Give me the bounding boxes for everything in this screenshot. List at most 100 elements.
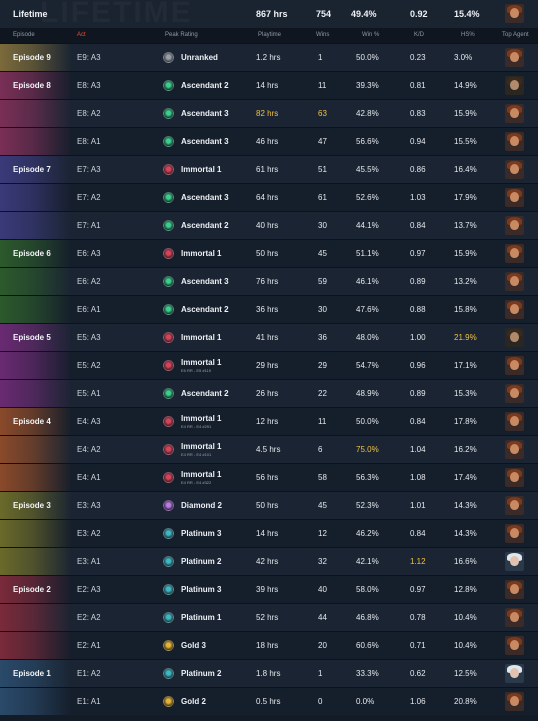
immortal-rank-icon	[163, 472, 174, 483]
table-row[interactable]: E3: A1 Platinum 2 42 hrs 32 42.1% 1.12 16.6%	[0, 547, 538, 575]
win-pct-cell: 46.8%	[356, 613, 379, 622]
playtime-cell: 40 hrs	[256, 221, 279, 230]
hs-pct-cell: 10.4%	[454, 641, 477, 650]
ascendant-rank-icon	[163, 136, 174, 147]
wins-cell: 11	[318, 417, 327, 426]
wins-cell: 6	[318, 445, 323, 454]
wins-cell: 61	[318, 193, 327, 202]
kd-cell: 0.23	[410, 53, 426, 62]
table-row[interactable]: E3: A2 Platinum 3 14 hrs 12 46.2% 0.84 14.3%	[0, 519, 538, 547]
peak-rating-subtext: E4 RR - E4 #322	[181, 480, 212, 485]
table-row[interactable]: E5: A1 Ascendant 2 26 hrs 22 48.9% 0.89 15.3%	[0, 379, 538, 407]
table-row[interactable]: E6: A1 Ascendant 2 36 hrs 30 47.6% 0.88 15.8%	[0, 295, 538, 323]
table-row[interactable]: Episode 2 E2: A3 Platinum 3 39 hrs 40 58.0% 0.…	[0, 575, 538, 603]
peak-rating-name: Immortal 1	[181, 165, 222, 174]
kd-cell: 0.62	[410, 669, 426, 678]
kd-cell: 1.06	[410, 697, 426, 706]
header-episode[interactable]: Episode	[13, 32, 35, 38]
peak-rating-subtext: E4 RR - E4 #101	[181, 452, 212, 457]
peak-rating-name: Immortal 1	[181, 358, 222, 367]
peak-rating-name: Immortal 1	[181, 333, 222, 342]
table-row[interactable]: Episode 5 E5: A3 Immortal 1 41 hrs 36 48.0% 1.…	[0, 323, 538, 351]
win-pct-cell: 39.3%	[356, 81, 379, 90]
peak-rating-name: Immortal 1	[181, 249, 222, 258]
wins-cell: 1	[318, 669, 323, 678]
table-row[interactable]: Episode 8 E8: A3 Ascendant 2 14 hrs 11 39.3% 0…	[0, 71, 538, 99]
wins-cell: 20	[318, 641, 327, 650]
header-win-pct[interactable]: Win %	[362, 32, 380, 38]
table-row[interactable]: E8: A1 Ascendant 3 46 hrs 47 56.6% 0.94 15.5%	[0, 127, 538, 155]
kd-cell: 1.08	[410, 473, 426, 482]
immortal-rank-icon	[163, 444, 174, 455]
kd-cell: 0.94	[410, 137, 426, 146]
wins-cell: 30	[318, 305, 327, 314]
table-row[interactable]: E5: A2 Immortal 1 E5 RR - E5 #119 29 hrs 29 5…	[0, 351, 538, 379]
playtime-cell: 14 hrs	[256, 81, 279, 90]
win-pct-cell: 44.1%	[356, 221, 379, 230]
jett-portrait-icon	[505, 552, 524, 571]
hs-pct-cell: 13.2%	[454, 277, 477, 286]
header-hs-pct[interactable]: HS%	[461, 32, 475, 38]
kd-cell: 1.12	[410, 557, 426, 566]
table-row[interactable]: Episode 9 E9: A3 Unranked 1.2 hrs 1 50.0% 0.23…	[0, 43, 538, 71]
table-row[interactable]: E2: A2 Platinum 1 52 hrs 44 46.8% 0.78 10.4%	[0, 603, 538, 631]
playtime-cell: 52 hrs	[256, 613, 279, 622]
win-pct-cell: 42.8%	[356, 109, 379, 118]
table-row[interactable]: Episode 7 E7: A3 Immortal 1 61 hrs 51 45.5% 0.…	[0, 155, 538, 183]
immortal-rank-icon	[163, 164, 174, 175]
table-row[interactable]: Episode 3 E3: A3 Diamond 2 50 hrs 45 52.3% 1.0…	[0, 491, 538, 519]
table-row[interactable]: E4: A1 Immortal 1 E4 RR - E4 #322 56 hrs 58 5…	[0, 463, 538, 491]
immortal-rank-icon	[163, 360, 174, 371]
act-cell: E4: A1	[77, 473, 101, 482]
win-pct-cell: 56.3%	[356, 473, 379, 482]
table-row[interactable]: E7: A1 Ascendant 2 40 hrs 30 44.1% 0.84 13.7%	[0, 211, 538, 239]
wins-cell: 1	[318, 53, 323, 62]
peak-rating-name: Diamond 2	[181, 501, 222, 510]
table-row[interactable]: E2: A1 Gold 3 18 hrs 20 60.6% 0.71 10.4%	[0, 631, 538, 659]
win-pct-cell: 54.7%	[356, 361, 379, 370]
win-pct-cell: 50.0%	[356, 417, 379, 426]
wins-cell: 63	[318, 109, 327, 118]
raze-portrait-icon	[505, 468, 524, 487]
header-wins[interactable]: Wins	[316, 32, 330, 38]
raze-portrait-icon	[505, 496, 524, 515]
header-act[interactable]: Act	[77, 32, 86, 38]
peak-rating-name: Ascendant 2	[181, 389, 229, 398]
table-row[interactable]: Episode 1 E1: A2 Platinum 2 1.8 hrs 1 33.3% 0.…	[0, 659, 538, 687]
ascendant-rank-icon	[163, 80, 174, 91]
episode-color-strip	[0, 156, 72, 183]
platinum-rank-icon	[163, 528, 174, 539]
act-cell: E5: A3	[77, 333, 101, 342]
table-row[interactable]: E6: A2 Ascendant 3 76 hrs 59 46.1% 0.89 13.2%	[0, 267, 538, 295]
episode-color-strip	[0, 576, 72, 603]
table-row[interactable]: Episode 6 E6: A3 Immortal 1 50 hrs 45 51.1% 0.…	[0, 239, 538, 267]
platinum-rank-icon	[163, 584, 174, 595]
kd-cell: 0.71	[410, 641, 426, 650]
table-row[interactable]: E8: A2 Ascendant 3 82 hrs 63 42.8% 0.83 15.9%	[0, 99, 538, 127]
episode-color-strip	[0, 632, 72, 659]
table-row[interactable]: E7: A2 Ascendant 3 64 hrs 61 52.6% 1.03 17.9%	[0, 183, 538, 211]
wins-cell: 45	[318, 501, 327, 510]
lifetime-wins: 754	[316, 9, 332, 19]
kd-cell: 1.00	[410, 333, 426, 342]
platinum-rank-icon	[163, 668, 174, 679]
kd-cell: 1.04	[410, 445, 426, 454]
hs-pct-cell: 15.8%	[454, 305, 477, 314]
header-peak-rating[interactable]: Peak Rating	[165, 32, 198, 38]
playtime-cell: 42 hrs	[256, 557, 279, 566]
act-cell: E3: A1	[77, 557, 101, 566]
kd-cell: 1.01	[410, 501, 426, 510]
table-row[interactable]: Episode 4 E4: A3 Immortal 1 E4 RR - E4 #291…	[0, 407, 538, 435]
playtime-cell: 0.5 hrs	[256, 697, 281, 706]
header-playtime[interactable]: Playtime	[258, 32, 282, 38]
hs-pct-cell: 10.4%	[454, 613, 477, 622]
table-row[interactable]: E4: A2 Immortal 1 E4 RR - E4 #101 4.5 hrs 6 7…	[0, 435, 538, 463]
episode-label: Episode 7	[13, 165, 51, 174]
header-kd[interactable]: K/D	[414, 32, 425, 38]
platinum-rank-icon	[163, 612, 174, 623]
header-top-agent[interactable]: Top Agent	[502, 32, 529, 38]
wins-cell: 40	[318, 585, 327, 594]
table-row[interactable]: E1: A1 Gold 2 0.5 hrs 0 0.0% 1.06 20.8%	[0, 687, 538, 715]
raze-portrait-icon	[505, 524, 524, 543]
kd-cell: 1.03	[410, 193, 426, 202]
